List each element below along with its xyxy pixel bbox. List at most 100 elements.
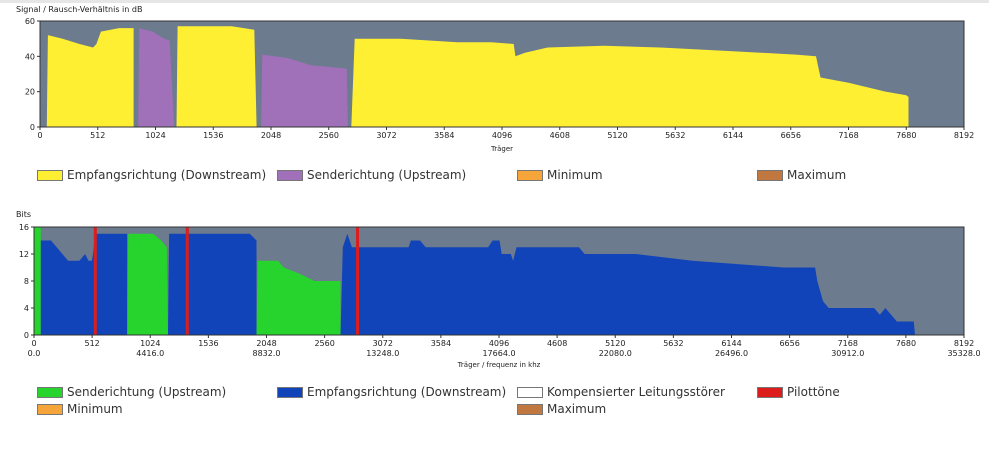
legend-swatch-minimum <box>517 169 543 181</box>
x-tick-label: 6656 <box>779 339 799 348</box>
legend-swatch-downstream-bits <box>277 386 303 398</box>
x-tick-label: 8192 <box>954 131 974 140</box>
x-tick-label: 512 <box>90 131 105 140</box>
x-axis-label: Träger <box>490 145 513 153</box>
legend-label: Minimum <box>547 168 603 182</box>
freq-tick-label: 4416.0 <box>136 349 164 358</box>
series-0-segment-1 <box>176 26 257 127</box>
x-tick-label: 0 <box>31 339 36 348</box>
freq-tick-label: 26496.0 <box>715 349 748 358</box>
x-tick-label: 2048 <box>256 339 276 348</box>
x-tick-label: 0 <box>37 131 42 140</box>
legend-item-minimum: Minimum <box>517 168 603 182</box>
y-tick-label: 40 <box>25 52 35 61</box>
x-tick-label: 5120 <box>605 339 625 348</box>
legend-item-upstream-bits: Senderichtung (Upstream) <box>37 385 226 399</box>
snr-chart: Signal / Rausch-Verhältnis in dB 0 20 40 60 0… <box>16 5 974 153</box>
x-tick-label: 2560 <box>314 339 334 348</box>
legend-item-pilot: Pilottöne <box>757 385 840 399</box>
y-tick-label: 0 <box>24 331 29 340</box>
series-0-segment-1 <box>127 233 168 335</box>
legend-swatch-upstream-snr <box>277 169 303 181</box>
y-tick-label: 4 <box>24 304 29 313</box>
legend-item-maximum: Maximum <box>757 168 846 182</box>
snr-legend: Empfangsrichtung (Downstream) Sendericht… <box>0 164 989 186</box>
x-tick-label: 6144 <box>721 339 741 348</box>
x-tick-label: 2560 <box>319 131 339 140</box>
x-tick-label: 4608 <box>547 339 567 348</box>
legend-label: Senderichtung (Upstream) <box>307 168 467 182</box>
legend-item-minimum-bits: Minimum <box>37 402 123 416</box>
legend-label: Minimum <box>67 402 123 416</box>
legend-label: Empfangsrichtung (Downstream) <box>307 385 507 399</box>
x-tick-label: 3584 <box>434 131 454 140</box>
x-tick-label: 1024 <box>145 131 165 140</box>
x-tick-label: 1024 <box>140 339 160 348</box>
x-tick-label: 4096 <box>489 339 509 348</box>
freq-tick-label: 0.0 <box>28 349 41 358</box>
freq-tick-label: 35328.0 <box>947 349 980 358</box>
freq-tick-label: 8832.0 <box>253 349 281 358</box>
x-tick-label: 8192 <box>954 339 974 348</box>
x-tick-label: 5632 <box>663 339 683 348</box>
pilot-tone-2 <box>356 227 360 335</box>
x-tick-label: 3072 <box>376 131 396 140</box>
legend-item-upstream-snr: Senderichtung (Upstream) <box>277 168 466 182</box>
y-tick-label: 60 <box>25 17 35 26</box>
y-tick-label: 16 <box>19 223 29 232</box>
x-tick-label: 5120 <box>607 131 627 140</box>
series-0-segment-2 <box>351 38 909 128</box>
top-border <box>0 0 989 3</box>
x-tick-label: 6656 <box>781 131 801 140</box>
legend-item-downstream-bits: Empfangsrichtung (Downstream) <box>277 385 506 399</box>
y-tick-label: 12 <box>19 250 29 259</box>
x-tick-label: 512 <box>84 339 99 348</box>
legend-swatch-minimum-bits <box>37 403 63 415</box>
legend-label: Maximum <box>787 168 847 182</box>
legend-label: Pilottöne <box>787 385 840 399</box>
legend-swatch-maximum-bits <box>517 403 543 415</box>
series-1-segment-1 <box>168 233 257 335</box>
x-tick-label: 7168 <box>838 339 858 348</box>
x-tick-label: 1536 <box>198 339 218 348</box>
series-0-segment-0 <box>34 227 41 335</box>
freq-tick-label: 30912.0 <box>831 349 864 358</box>
legend-swatch-compensated <box>517 386 543 398</box>
series-1-segment-1 <box>261 54 348 127</box>
pilot-tone-0 <box>93 227 97 335</box>
legend-swatch-upstream-bits <box>37 386 63 398</box>
legend-label: Maximum <box>547 402 607 416</box>
y-tick-label: 20 <box>25 88 35 97</box>
series-1-segment-2 <box>340 233 915 335</box>
bits-chart: Bits 0 4 8 12 16 0 512 1024 1536 2048 2560 3072 3584 4… <box>16 210 981 369</box>
chart-title: Signal / Rausch-Verhältnis in dB <box>16 5 142 14</box>
x-tick-label: 2048 <box>261 131 281 140</box>
series-0-segment-0 <box>46 28 134 128</box>
freq-tick-label: 13248.0 <box>366 349 399 358</box>
legend-item-maximum-bits: Maximum <box>517 402 606 416</box>
x-tick-label: 4096 <box>492 131 512 140</box>
series-1-segment-0 <box>40 233 128 335</box>
pilot-tone-1 <box>185 227 189 335</box>
bits-legend: Senderichtung (Upstream) Empfangsrichtun… <box>0 382 989 422</box>
x-tick-label: 7168 <box>838 131 858 140</box>
x-tick-label: 4608 <box>550 131 570 140</box>
x-tick-label: 5632 <box>665 131 685 140</box>
y-tick-label: 8 <box>24 277 29 286</box>
legend-swatch-maximum <box>757 169 783 181</box>
x-tick-label: 3072 <box>373 339 393 348</box>
legend-swatch-pilot <box>757 386 783 398</box>
x-tick-label: 3584 <box>431 339 451 348</box>
x-tick-label: 7680 <box>896 131 916 140</box>
x-axis-label: Träger / frequenz in khz <box>457 361 541 369</box>
legend-label: Empfangsrichtung (Downstream) <box>67 168 267 182</box>
x-tick-label: 6144 <box>723 131 743 140</box>
series-1-segment-0 <box>138 28 175 128</box>
legend-swatch-downstream-snr <box>37 169 63 181</box>
x-tick-label: 7680 <box>896 339 916 348</box>
chart-title: Bits <box>16 210 31 219</box>
series-0-segment-2 <box>256 260 341 335</box>
freq-tick-label: 17664.0 <box>482 349 515 358</box>
legend-label: Kompensierter Leitungsstörer <box>547 385 725 399</box>
legend-item-downstream-snr: Empfangsrichtung (Downstream) <box>37 168 266 182</box>
